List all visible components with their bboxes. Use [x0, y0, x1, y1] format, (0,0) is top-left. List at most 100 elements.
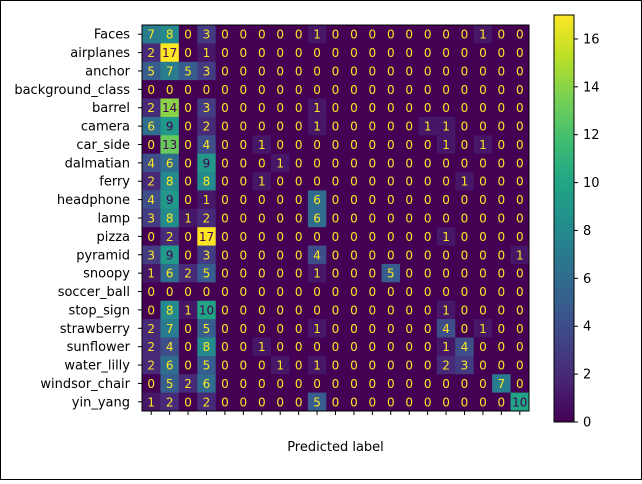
heatmap-cell: [142, 245, 161, 265]
cell-value-label: 0: [387, 175, 395, 189]
heatmap-cell: [307, 172, 327, 191]
cell-value-label: 0: [258, 322, 266, 336]
heatmap-cell: [234, 392, 253, 412]
heatmap-cell: [178, 392, 198, 412]
cell-value-label: 6: [166, 359, 174, 373]
cell-value-label: 0: [350, 101, 358, 115]
heatmap-cell: [363, 43, 382, 63]
heatmap-cell: [142, 392, 161, 412]
heatmap-cell: [436, 98, 456, 118]
cell-value-label: 0: [295, 212, 303, 226]
cell-value-label: 0: [405, 285, 413, 299]
cell-value-label: 0: [369, 156, 377, 170]
cell-value-label: 0: [369, 285, 377, 299]
cell-value-label: 0: [442, 28, 450, 42]
cell-value-label: 0: [479, 156, 487, 170]
heatmap-cell: [234, 355, 253, 375]
cell-value-label: 0: [276, 248, 284, 262]
cell-value-label: 0: [369, 230, 377, 244]
heatmap-cell: [178, 300, 198, 320]
cell-value-label: 2: [184, 267, 192, 281]
cell-value-label: 0: [424, 101, 432, 115]
heatmap-cell: [510, 61, 530, 81]
heatmap-cell: [234, 43, 253, 63]
heatmap-cell: [197, 190, 217, 210]
cell-value-label: 0: [369, 101, 377, 115]
heatmap-cell: [381, 153, 401, 173]
cell-value-label: 0: [332, 46, 340, 60]
heatmap-cell: [160, 300, 180, 320]
heatmap-cell: [326, 374, 346, 394]
cell-value-label: 0: [350, 46, 358, 60]
heatmap-cell: [197, 319, 217, 338]
heatmap-cell: [418, 227, 438, 246]
heatmap-cell: [289, 98, 309, 118]
heatmap-cell: [307, 300, 327, 320]
heatmap-cell: [436, 135, 456, 155]
heatmap-cell: [307, 98, 327, 118]
heatmap-cell: [142, 319, 161, 338]
heatmap-cell: [289, 116, 309, 136]
heatmap-cell: [252, 172, 272, 191]
cell-value-label: 0: [369, 377, 377, 391]
cell-value-label: 0: [221, 248, 229, 262]
cell-value-label: 3: [203, 64, 211, 78]
cell-value-label: 0: [442, 46, 450, 60]
heatmap-cell: [344, 80, 364, 99]
cell-value-label: 0: [442, 83, 450, 97]
heatmap-cell: [215, 172, 235, 191]
heatmap-cell: [142, 61, 161, 81]
cell-value-label: 0: [442, 267, 450, 281]
row-tick-label: lamp: [98, 212, 131, 227]
heatmap-cell: [234, 135, 253, 155]
cell-value-label: 0: [387, 83, 395, 97]
heatmap-cell: [400, 282, 419, 302]
heatmap-cell: [455, 319, 475, 338]
heatmap-cell: [492, 300, 511, 320]
cell-value-label: 1: [184, 212, 192, 226]
cell-value-label: 0: [240, 120, 248, 134]
cell-value-label: 0: [461, 28, 469, 42]
heatmap-cell: [326, 208, 346, 228]
heatmap-cell: [160, 245, 180, 265]
cell-value-label: 0: [332, 212, 340, 226]
heatmap-cell: [436, 263, 456, 283]
heatmap-cell: [326, 355, 346, 375]
cell-value-label: 0: [516, 285, 524, 299]
cell-value-label: 0: [424, 377, 432, 391]
cell-value-label: 0: [405, 175, 413, 189]
heatmap-cell: [381, 61, 401, 81]
heatmap-cell: [381, 135, 401, 155]
heatmap-cell: [252, 337, 272, 357]
cell-value-label: 0: [516, 28, 524, 42]
cell-value-label: 0: [240, 248, 248, 262]
cell-value-label: 0: [240, 101, 248, 115]
cell-value-label: 0: [424, 156, 432, 170]
heatmap-cell: [381, 116, 401, 136]
cell-value-label: 0: [313, 138, 321, 152]
cell-value-label: 0: [184, 138, 192, 152]
cell-value-label: 0: [387, 193, 395, 207]
heatmap-cell: [492, 263, 511, 283]
cell-value-label: 0: [498, 248, 506, 262]
heatmap-cell: [215, 116, 235, 136]
heatmap-cell: [271, 190, 290, 210]
heatmap-cell: [215, 319, 235, 338]
heatmap-cell: [381, 374, 401, 394]
heatmap-cell: [271, 374, 290, 394]
heatmap-cell: [473, 392, 493, 412]
heatmap-cell: [492, 374, 511, 394]
heatmap-cell: [381, 208, 401, 228]
cell-value-label: 1: [258, 340, 266, 354]
cell-value-label: 0: [424, 64, 432, 78]
heatmap-cell: [344, 374, 364, 394]
cell-value-label: 0: [276, 230, 284, 244]
cell-value-label: 8: [203, 175, 211, 189]
heatmap-cell: [492, 190, 511, 210]
cell-value-label: 0: [240, 138, 248, 152]
cell-value-label: 0: [240, 46, 248, 60]
heatmap-cell: [436, 319, 456, 338]
cell-value-label: 0: [332, 156, 340, 170]
cell-value-label: 0: [516, 175, 524, 189]
cell-value-label: 2: [203, 395, 211, 409]
